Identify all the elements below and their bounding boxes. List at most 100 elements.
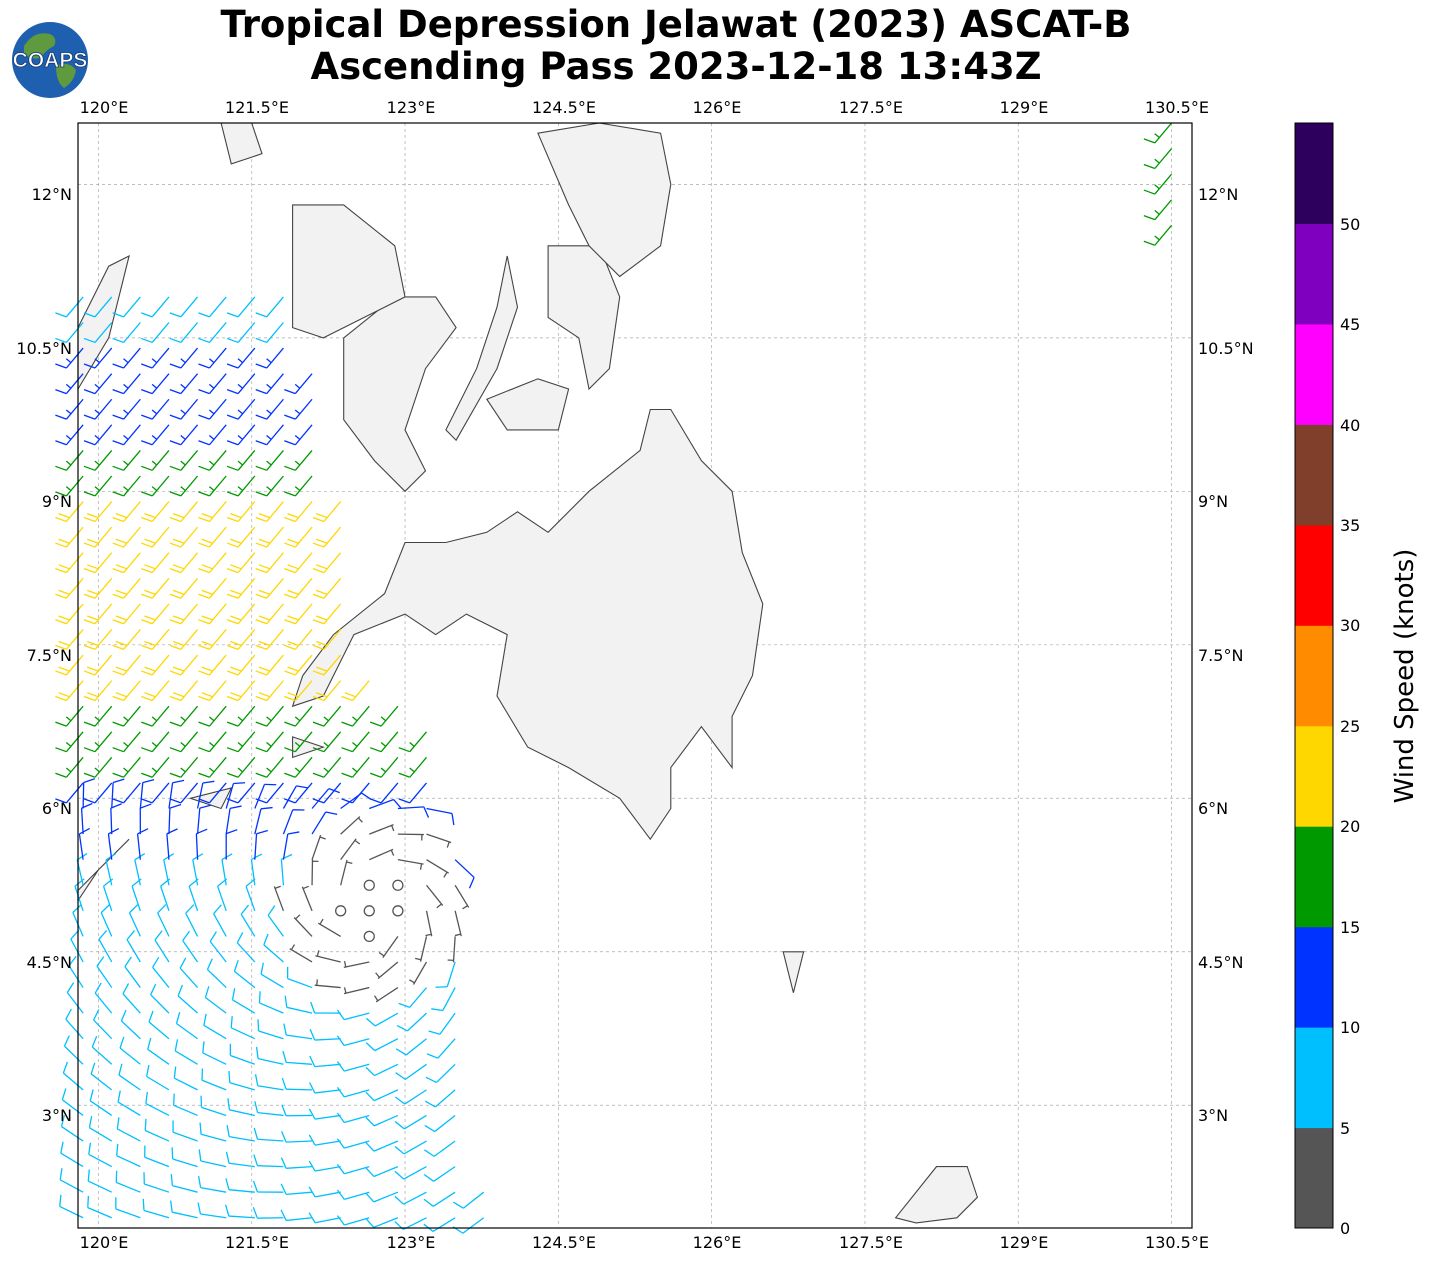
wind-barb xyxy=(169,782,199,804)
wind-barb xyxy=(226,577,256,599)
wind-barb xyxy=(282,1050,313,1065)
lat-tick-right: 4.5°N xyxy=(1198,953,1243,972)
wind-barb xyxy=(88,1116,113,1142)
lat-labels-left: 12°N 10.5°N 9°N 7.5°N 6°N 4.5°N 3°N xyxy=(16,185,72,1125)
wind-barb xyxy=(308,1082,341,1094)
lat-tick-right: 9°N xyxy=(1198,492,1228,511)
wind-barb xyxy=(284,501,313,523)
wind-barb xyxy=(198,731,227,753)
wind-barb xyxy=(112,449,141,471)
wind-barb xyxy=(224,1204,255,1219)
colorbar-tick: 0 xyxy=(1340,1219,1350,1238)
wind-barb xyxy=(141,552,170,574)
wind-barb xyxy=(314,979,341,989)
wind-barb xyxy=(144,1145,170,1168)
wind-barb xyxy=(68,956,84,988)
wind-barb xyxy=(112,756,141,778)
wind-barb xyxy=(115,1197,141,1219)
wind-barb xyxy=(336,1138,370,1149)
wind-barb xyxy=(147,1037,170,1065)
wind-barb xyxy=(336,1061,370,1072)
wind-barb xyxy=(111,778,125,809)
colorbar-tick: 45 xyxy=(1340,315,1360,334)
wind-barb xyxy=(112,296,141,318)
wind-barb xyxy=(124,956,141,988)
wind-barb xyxy=(141,629,170,650)
wind-barb xyxy=(312,577,342,599)
wind-barb xyxy=(146,1064,170,1091)
wind-barb xyxy=(369,731,399,753)
wind-barb xyxy=(424,1140,456,1157)
colorbar-swatch xyxy=(1295,625,1333,727)
wind-barb xyxy=(197,1175,227,1193)
wind-barb xyxy=(76,852,88,886)
colorbar: 0 5 10 15 20 25 30 35 40 45 50 xyxy=(1294,122,1360,1238)
wind-barb xyxy=(312,680,342,702)
wind-barb xyxy=(453,1191,485,1209)
lon-tick-bottom: 130.5°E xyxy=(1145,1233,1209,1252)
wind-barb xyxy=(284,398,313,420)
wind-barb xyxy=(424,1114,456,1133)
wind-barb xyxy=(87,1169,113,1193)
wind-barb xyxy=(55,373,84,395)
wind-barb xyxy=(230,1016,256,1040)
land-samar xyxy=(537,122,672,278)
colorbar-swatch xyxy=(1295,323,1333,425)
colorbar-label: Wind Speed (knots) xyxy=(1390,548,1420,804)
wind-barb xyxy=(281,1104,313,1117)
wind-barb xyxy=(169,449,199,471)
wind-barb xyxy=(120,1009,141,1040)
wind-barb xyxy=(282,831,300,860)
wind-barb xyxy=(312,603,342,625)
wind-barb xyxy=(55,705,84,727)
wind-barb xyxy=(398,782,428,804)
wind-barb xyxy=(59,1168,84,1193)
wind-barb xyxy=(78,827,91,860)
wind-barb xyxy=(93,1009,113,1040)
wind-barb xyxy=(148,1010,170,1040)
colorbar-tick: 10 xyxy=(1340,1018,1360,1037)
wind-barb xyxy=(65,1008,84,1040)
wind-barb xyxy=(253,1127,284,1142)
wind-barb xyxy=(394,1114,427,1130)
wind-barb xyxy=(179,957,199,988)
lat-tick-left: 4.5°N xyxy=(27,953,72,972)
wind-barb xyxy=(312,552,342,574)
land-negros xyxy=(343,296,457,493)
wind-barb xyxy=(225,1178,255,1193)
wind-barb xyxy=(89,1089,113,1116)
lon-labels-top: 120°E 121.5°E 123°E 124.5°E 126°E 127.5°… xyxy=(80,98,1209,117)
land-palawan-tip xyxy=(77,254,130,391)
wind-barb xyxy=(284,603,313,625)
wind-barb xyxy=(83,731,113,753)
wind-barb xyxy=(226,398,256,420)
wind-barb xyxy=(255,680,284,702)
wind-barb xyxy=(454,884,470,910)
wind-barb xyxy=(284,782,313,804)
wind-barb xyxy=(225,805,242,835)
wind-barb xyxy=(308,1212,341,1224)
wind-barb xyxy=(221,853,233,886)
wind-barb xyxy=(83,552,113,574)
land-panay xyxy=(292,204,406,339)
wind-barb xyxy=(112,680,141,702)
wind-barb xyxy=(394,1089,427,1105)
wind-barb xyxy=(426,807,455,826)
wind-barb xyxy=(226,501,256,523)
lon-tick-top: 127.5°E xyxy=(839,98,903,117)
wind-barb xyxy=(255,603,284,625)
wind-barb xyxy=(169,731,199,753)
wind-barb xyxy=(394,1140,427,1155)
wind-barb xyxy=(150,983,170,1014)
wind-barb xyxy=(284,552,313,574)
wind-barb xyxy=(365,1140,399,1152)
land-sangihe xyxy=(782,951,805,993)
wind-barb xyxy=(397,833,424,841)
lat-tick-right: 12°N xyxy=(1198,185,1238,204)
wind-barb xyxy=(283,1023,313,1040)
wind-barb xyxy=(198,398,227,420)
wind-barb xyxy=(83,629,113,650)
wind-barb xyxy=(226,475,256,497)
wind-barb xyxy=(175,1012,198,1040)
wind-barb xyxy=(169,322,199,344)
